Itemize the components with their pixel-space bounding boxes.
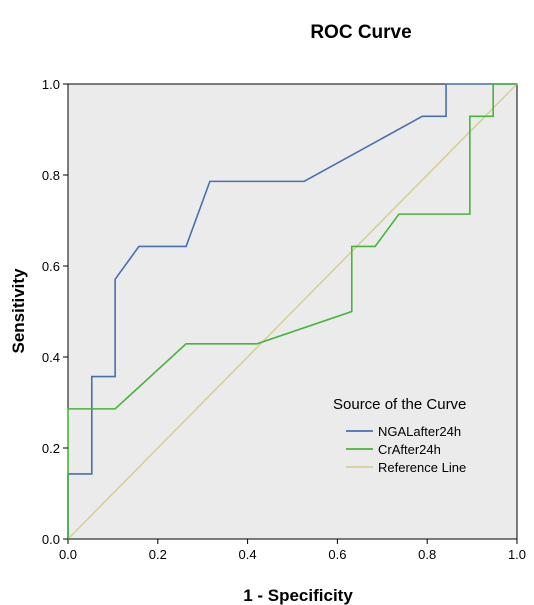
- x-tick-label: 0.8: [418, 547, 436, 562]
- legend-title: Source of the Curve: [333, 396, 466, 413]
- y-tick-label: 0.6: [42, 259, 60, 274]
- y-tick-label: 0.2: [42, 441, 60, 456]
- y-axis-label: Sensitivity: [9, 268, 28, 354]
- series-line-reference-line: [67, 83, 518, 540]
- y-tick-label: 0.0: [42, 532, 60, 547]
- legend-label-crafter24h: CrAfter24h: [378, 442, 441, 457]
- series-line-crafter24h: [67, 83, 517, 539]
- chart-title: ROC Curve: [310, 22, 411, 43]
- y-tick-label: 0.8: [42, 168, 60, 183]
- legend-label-ngalafter24h: NGALafter24h: [378, 424, 461, 439]
- series-group: [67, 83, 518, 540]
- x-tick-label: 0.4: [239, 547, 257, 562]
- y-tick-label: 0.4: [42, 350, 60, 365]
- legend: Source of the Curve NGALafter24h CrAfter2…: [333, 396, 466, 475]
- x-axis-label: 1 - Specificity: [243, 586, 353, 605]
- series-line-ngalafter24h: [67, 83, 517, 539]
- x-tick-label: 0.2: [149, 547, 167, 562]
- x-tick-label: 1.0: [508, 547, 526, 562]
- x-tick-label: 0.6: [328, 547, 346, 562]
- axis-ticks: 0.0 0.2 0.4 0.6 0.8 1.0 0.0 0.2 0.4 0.6 0.8 1.0: [42, 77, 526, 562]
- y-tick-label: 1.0: [42, 77, 60, 92]
- x-tick-label: 0.0: [59, 547, 77, 562]
- legend-label-reference-line: Reference Line: [378, 460, 466, 475]
